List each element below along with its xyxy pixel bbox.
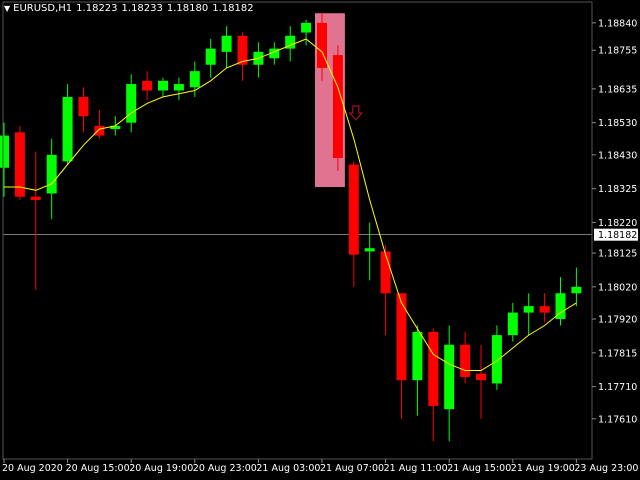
bull-candle [507,312,518,336]
bull-candle [412,331,423,381]
y-tick-label: 1.18020 [598,282,637,293]
bull-candle [301,22,312,33]
y-tick-label: 1.18840 [598,18,637,29]
bull-candle [0,135,9,168]
bear-candle [539,306,550,313]
chart-header: ▼ EURUSD,H1 1.18223 1.18233 1.18180 1.18182 [4,3,258,14]
bear-candle [78,96,89,117]
bear-candle [428,331,439,406]
y-tick-label: 1.18755 [598,46,637,57]
bear-candle [237,35,248,65]
x-tick-label: 21 Aug 15:00 [447,463,511,474]
bull-candle [269,48,280,59]
x-tick-label: 21 Aug 19:00 [511,463,575,474]
current-price-label: 1.18182 [598,230,637,241]
bull-candle [523,306,534,313]
bull-candle [444,344,455,410]
bull-candle [158,80,168,91]
symbol-label: EURUSD,H1 [13,3,73,14]
bear-candle [380,251,391,294]
bull-candle [221,35,232,52]
low-value: 1.18180 [166,3,209,14]
bull-candle [173,84,184,91]
bull-candle [110,125,121,130]
axes: 1.18840 1.18755 1.18635 1.18530 1.18430 1.183… [2,1,638,474]
x-tick-label: 20 Aug 15:00 [66,463,130,474]
plot-frame [2,1,593,460]
x-tick-label: 23 Aug 23:00 [574,463,638,474]
bear-candle [460,344,471,377]
y-tick-label: 1.18220 [598,218,637,229]
collapse-triangle-icon[interactable]: ▼ [4,4,11,13]
x-tick-label: 21 Aug 11:00 [384,463,448,474]
y-tick-label: 1.17610 [598,414,637,425]
high-value: 1.18233 [121,3,163,14]
bear-candle [332,55,343,159]
open-value: 1.18223 [76,3,118,14]
y-tick-label: 1.18325 [598,184,637,195]
y-tick-label: 1.17815 [598,348,637,359]
x-tick-label: 21 Aug 03:00 [256,463,320,474]
bull-candle [205,48,216,65]
bull-candle [364,248,375,252]
bear-candle [94,125,105,136]
bear-candle [30,196,41,200]
bull-candle [555,293,566,320]
y-tick-label: 1.17710 [598,382,637,393]
y-tick-label: 1.18635 [598,84,637,95]
bull-candle [46,154,57,194]
current-price-tag [594,228,638,241]
y-tick-label: 1.18125 [598,249,637,260]
plot-area [0,13,592,442]
close-value: 1.18182 [212,3,254,14]
x-tick-label: 20 Aug 23:00 [193,463,257,474]
bear-candle [14,132,25,197]
moving-average-line [4,38,577,371]
bull-candle [571,286,582,294]
bear-candle [476,373,486,381]
bull-candle [62,96,73,162]
bear-candle [317,22,327,68]
bull-candle [126,84,137,123]
sell-arrow-icon [348,105,364,121]
y-tick-label: 1.18430 [598,150,637,161]
bear-candle [348,164,359,255]
y-tick-label: 1.18530 [598,118,637,129]
bull-candle [491,335,502,384]
bull-candle [189,71,200,88]
x-tick-label: 21 Aug 07:00 [320,463,384,474]
bear-candle [142,80,153,91]
y-tick-label: 1.17920 [598,315,637,326]
x-tick-label: 20 Aug 19:00 [129,463,193,474]
bear-candle [396,293,407,381]
x-tick-label: 20 Aug 2020 [2,463,63,474]
bull-candle [285,35,296,49]
